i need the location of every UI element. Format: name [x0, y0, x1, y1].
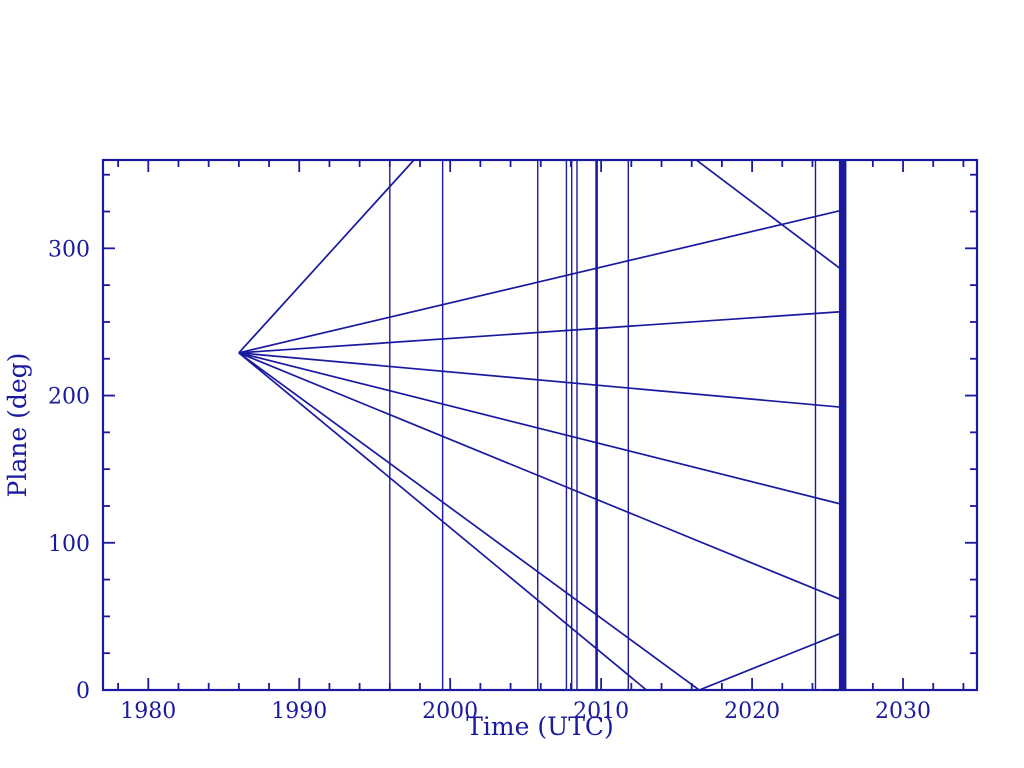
x-axis-tick-labels: 1980 1990 2000 2010 2020 2030: [120, 699, 931, 724]
x-axis-ticks: [117, 160, 965, 690]
x-tick-label: 2020: [724, 699, 780, 724]
x-tick-label: 2010: [573, 699, 629, 724]
y-axis-label: Plane (deg): [3, 353, 32, 498]
y-axis-ticks: [103, 173, 977, 691]
track-4: [238, 352, 843, 409]
y-tick-label: 200: [48, 385, 90, 410]
track-3: [238, 310, 843, 354]
track-5: [238, 352, 843, 506]
x-tick-label: 2000: [422, 699, 478, 724]
y-tick-label: 100: [48, 532, 90, 557]
y-tick-label: 0: [76, 679, 90, 704]
x-tick-label: 2030: [875, 699, 931, 724]
y-axis-tick-labels: 0 100 200 300: [48, 237, 90, 704]
track-7: [238, 352, 843, 691]
track-6: [238, 352, 843, 601]
event-vertical-lines: [389, 160, 847, 690]
y-tick-label: 300: [48, 237, 90, 262]
x-axis-label: Time (UTC): [466, 712, 614, 741]
track-1: [238, 159, 844, 354]
track-2: [238, 209, 843, 354]
track-8: [238, 352, 647, 691]
data-series-lines: [238, 159, 844, 691]
x-tick-label: 1980: [120, 699, 176, 724]
x-tick-label: 1990: [271, 699, 327, 724]
